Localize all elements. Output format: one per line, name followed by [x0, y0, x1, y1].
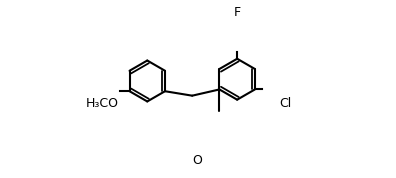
Text: F: F	[234, 6, 241, 19]
Text: H₃CO: H₃CO	[86, 97, 119, 110]
Text: O: O	[192, 154, 202, 167]
Text: Cl: Cl	[279, 97, 291, 110]
